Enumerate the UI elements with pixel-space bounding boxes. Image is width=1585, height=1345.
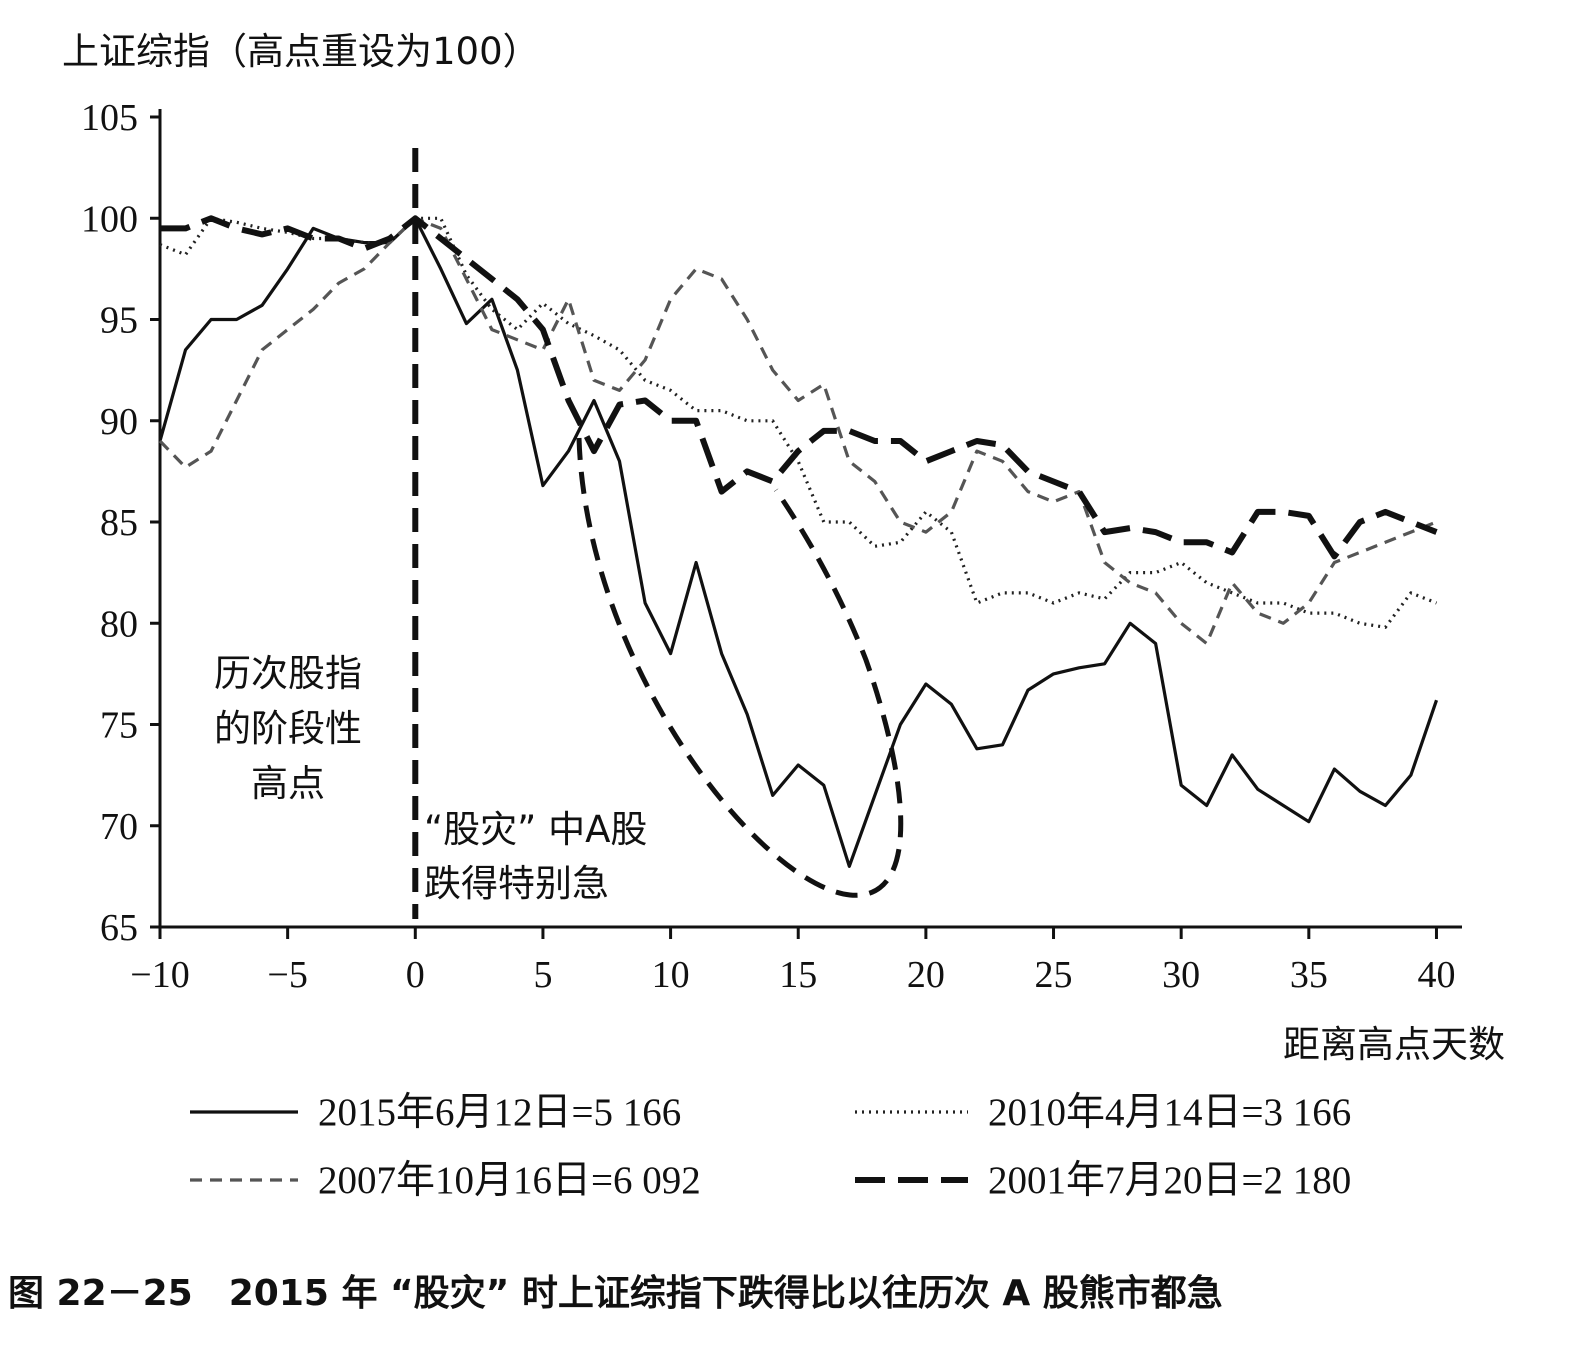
crash-annotation-line: “股灾” 中A股 bbox=[424, 808, 647, 851]
y-tick-label: 70 bbox=[100, 806, 138, 848]
series-lines bbox=[158, 215, 1439, 868]
x-tick-label: 5 bbox=[533, 954, 552, 996]
series-line-4 bbox=[160, 215, 1438, 560]
peak-annotation-line: 高点 bbox=[251, 762, 325, 805]
x-tick-label: 15 bbox=[779, 954, 817, 996]
x-tick-label: 40 bbox=[1417, 954, 1455, 996]
x-tick-label: 10 bbox=[652, 954, 690, 996]
figure-caption: 图 22－25 2015 年 “股灾” 时上证综指下跌得比以往历次 A 股熊市都… bbox=[8, 1273, 1223, 1314]
y-tick-label: 75 bbox=[100, 705, 138, 747]
y-tick-label: 95 bbox=[100, 300, 138, 342]
x-tick-label: 35 bbox=[1290, 954, 1328, 996]
peak-annotation-line: 历次股指 bbox=[214, 652, 362, 695]
series-line-3 bbox=[158, 216, 1438, 646]
x-tick-label: 0 bbox=[406, 954, 425, 996]
crash-highlight-ellipse bbox=[576, 437, 904, 898]
y-tick-label: 105 bbox=[81, 97, 138, 139]
x-tick-label: 30 bbox=[1162, 954, 1200, 996]
crash-annotation-line: 跌得特别急 bbox=[424, 862, 609, 905]
y-tick-label: 90 bbox=[100, 401, 138, 443]
legend-label-4: 2001年7月20日=2 180 bbox=[988, 1159, 1351, 1202]
x-tick-label: −10 bbox=[130, 954, 189, 996]
x-tick-label: 20 bbox=[907, 954, 945, 996]
tick-labels: 65 70 75 80 85 90 95 100 105 −10 −5 0 5 10 15 20 25 30 35 4… bbox=[81, 97, 1455, 996]
x-tick-label: −5 bbox=[267, 954, 307, 996]
y-tick-label: 100 bbox=[81, 198, 138, 240]
y-axis-title: 上证综指（高点重设为100） bbox=[62, 30, 540, 73]
legend-label-2: 2010年4月14日=3 166 bbox=[988, 1091, 1351, 1134]
y-tick-label: 65 bbox=[100, 907, 138, 949]
y-tick-label: 80 bbox=[100, 603, 138, 645]
x-axis-title: 距离高点天数 bbox=[1283, 1023, 1505, 1066]
legend-label-3: 2007年10月16日=6 092 bbox=[318, 1159, 701, 1202]
y-tick-label: 85 bbox=[100, 502, 138, 544]
peak-annotation-line: 的阶段性 bbox=[214, 707, 362, 750]
x-tick-label: 25 bbox=[1035, 954, 1073, 996]
legend-label-1: 2015年6月12日=5 166 bbox=[318, 1091, 681, 1134]
legend: 2015年6月12日=5 166 2010年4月14日=3 166 2007年10月… bbox=[190, 1091, 1351, 1202]
